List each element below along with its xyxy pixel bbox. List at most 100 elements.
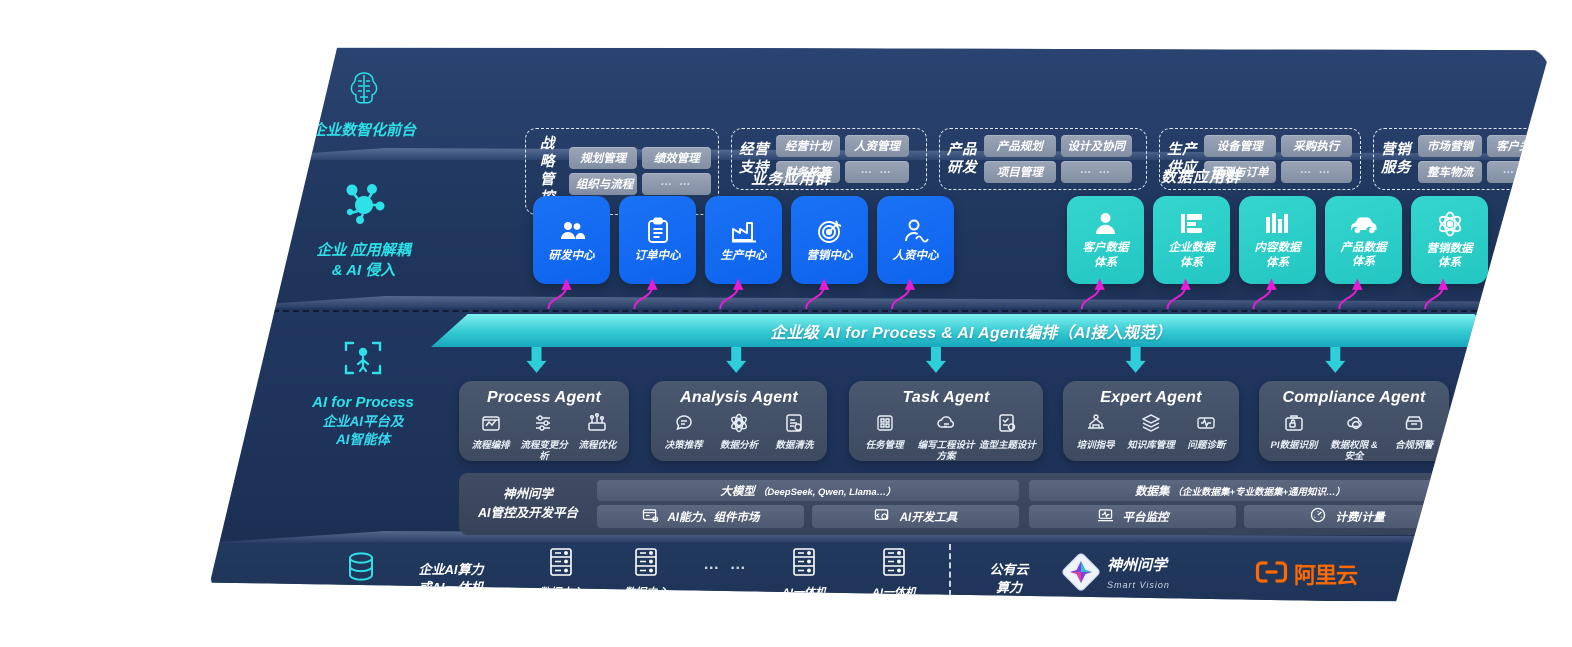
agent-card-expert[interactable]: Expert Agent 培训指导 知识库管理 (1063, 381, 1239, 461)
group-marketing-service[interactable]: 营销 服务 市场营销 客户关系 整车物流 … … (1373, 128, 1549, 190)
group-cell[interactable]: 设计及协同 (1060, 135, 1132, 157)
group-cell-more[interactable]: … … (845, 161, 909, 183)
data-card-product[interactable]: 产品数据 体系 (1325, 196, 1402, 284)
agent-card-analysis[interactable]: Analysis Agent 决策推荐 数据分析 (651, 381, 827, 461)
data-card-customer[interactable]: 客户数据 体系 (1067, 196, 1144, 284)
diagnose-icon (1195, 417, 1217, 438)
aliyun-logo (1255, 559, 1289, 590)
vendor-name-cn: 神州问学 (1107, 556, 1168, 574)
platform-item-monitor[interactable]: 平台监控 (1029, 505, 1236, 528)
rail-label-decoupling-2: & AI 侵入 (331, 262, 396, 280)
data-card-label: 客户数据 体系 (1082, 242, 1129, 269)
infra-node-label: 数据中心 (624, 587, 668, 599)
agent-feature[interactable]: 合规预警 (1384, 412, 1444, 463)
agent-feature[interactable]: 数据权限 & 安全 (1324, 412, 1384, 463)
platform-name: 神州问学 AI管控及开发平台 (477, 487, 578, 520)
data-card-enterprise[interactable]: 企业数据 体系 (1153, 196, 1230, 284)
vendor-name-cn: 阿里云 (1293, 563, 1358, 588)
group-cell[interactable]: 预测与订单 (1204, 161, 1276, 183)
server-icon (791, 548, 817, 582)
devtool-icon (874, 508, 891, 526)
agent-feature[interactable]: 数据清洗 (767, 412, 822, 452)
group-cell[interactable]: 客户关系 (1487, 135, 1549, 157)
caption-business-apps: 业务应用群 (751, 171, 832, 188)
infra-node-aio-1[interactable]: AI一体机 (769, 546, 839, 600)
app-card-rd-center[interactable]: 研发中心 (533, 196, 610, 284)
platform-item-market[interactable]: AI能力、组件市场 (597, 505, 804, 528)
data-card-marketing[interactable]: 营销数据 体系 (1411, 196, 1488, 284)
data-card-content[interactable]: 内容数据 体系 (1239, 196, 1316, 284)
group-cell-more[interactable]: … … (1487, 161, 1549, 183)
ai-orchestration-banner[interactable]: 企业级 AI for Process & AI Agent编排（AI接入规范） (431, 314, 1511, 347)
agent-feature[interactable]: 流程编排 (464, 412, 517, 463)
platform-col-models: 大模型 （DeepSeek, Qwen, Llama…） AI能力、组件市场 (597, 480, 1019, 528)
platform-item-label: 平台监控 (1122, 511, 1169, 524)
agent-feature[interactable]: PI数据识别 (1264, 412, 1324, 463)
group-cell-more[interactable]: … … (1060, 161, 1132, 183)
app-card-label: 订单中心 (634, 249, 681, 262)
group-cell[interactable]: 项目管理 (984, 161, 1056, 183)
agent-feature[interactable]: 问题诊断 (1179, 412, 1234, 452)
agent-card-process[interactable]: Process Agent 流程编排 流程变更分析 (459, 381, 629, 463)
infra-node-datacenter-2[interactable]: 数据中心 (611, 546, 681, 600)
flow-chart-icon (480, 416, 502, 438)
group-cell[interactable]: 设备管理 (1204, 135, 1276, 157)
group-operations[interactable]: 经营 支持 经营计划 人资管理 财务核算 … … (731, 128, 927, 190)
group-cell-more[interactable]: … … (642, 173, 711, 196)
app-card-hr-center[interactable]: 人资中心 (877, 196, 954, 284)
gauge-icon (1310, 507, 1326, 526)
platform-item-billing[interactable]: 计费/计量 (1244, 505, 1451, 528)
platform-item-devtool[interactable]: AI开发工具 (812, 505, 1019, 528)
group-cell[interactable]: 产品规划 (984, 135, 1056, 157)
group-production-supply[interactable]: 生产 供应 设备管理 采购执行 预测与订单 … … (1159, 128, 1361, 190)
group-cell[interactable]: 绩效管理 (642, 147, 711, 170)
agent-feature[interactable]: 决策推荐 (656, 412, 711, 452)
agent-feature[interactable]: 数据分析 (711, 412, 766, 452)
app-card-marketing-center[interactable]: 营销中心 (791, 196, 868, 284)
user-icon (1092, 210, 1119, 237)
group-cell[interactable]: 财务核算 (776, 161, 840, 183)
agent-feature[interactable]: 任务管理 (854, 412, 915, 463)
group-product-rd[interactable]: 产品 研发 产品规划 设计及协同 项目管理 … … (939, 128, 1147, 190)
vendor-smartvision[interactable]: 神州问学 Smart Vision (1061, 552, 1211, 597)
clipboard-icon (645, 217, 671, 245)
agent-feature[interactable]: 流程变更分析 (517, 412, 570, 463)
group-cell[interactable]: 整车物流 (1418, 161, 1482, 183)
bars-icon (1264, 210, 1291, 237)
agent-card-compliance[interactable]: Compliance Agent PI数据识别 数据权限 & 安全 (1259, 381, 1449, 463)
agent-feature-label: 决策推荐 (664, 440, 703, 451)
infra-node-aio-2[interactable]: AI一体机 (859, 546, 929, 600)
rail-label-aiprocess-1: AI for Process (312, 394, 414, 411)
training-icon (1085, 414, 1107, 438)
vendor-aliyun[interactable]: 阿里云 (1221, 558, 1391, 590)
app-card-label: 营销中心 (806, 249, 853, 262)
group-cell[interactable]: 经营计划 (776, 135, 840, 157)
platform-header-datasets[interactable]: 数据集 （企业数据集+专业数据集+通用知识…） (1029, 480, 1451, 501)
group-cell[interactable]: 采购执行 (1280, 135, 1352, 157)
agent-feature[interactable]: 培训指导 (1068, 412, 1123, 452)
atom-icon (1436, 210, 1464, 238)
group-cell[interactable]: 规划管理 (568, 147, 638, 170)
agent-card-task[interactable]: Task Agent 任务管理 编写工程设计方案 (849, 381, 1043, 463)
group-cell[interactable]: 市场营销 (1418, 135, 1482, 157)
tier-divider-dashed (233, 310, 1527, 312)
car-icon (1349, 211, 1379, 237)
group-name: 经营 支持 (739, 141, 769, 176)
infra-node-datacenter-1[interactable]: 数据中心 (526, 546, 596, 600)
app-card-label: 生产中心 (720, 249, 767, 262)
platform-item-label: 计费/计量 (1335, 511, 1385, 524)
platform-item-label: AI开发工具 (899, 511, 958, 524)
agent-feature[interactable]: 造型主题设计 (977, 412, 1038, 463)
group-cell[interactable]: 组织与流程 (568, 173, 638, 196)
app-card-production-center[interactable]: 生产中心 (705, 196, 782, 284)
agent-feature[interactable]: 编写工程设计方案 (915, 412, 976, 463)
vendor-huawei[interactable]: HUAWEI (1386, 548, 1496, 597)
group-cell-more[interactable]: … … (1280, 161, 1352, 183)
huawei-logo (1418, 550, 1464, 586)
database-icon (266, 548, 456, 591)
group-cell[interactable]: 人资管理 (845, 135, 909, 157)
platform-header-models[interactable]: 大模型 （DeepSeek, Qwen, Llama…） (597, 480, 1019, 501)
agent-feature[interactable]: 知识库管理 (1123, 412, 1178, 452)
app-card-order-center[interactable]: 订单中心 (619, 196, 696, 284)
agent-feature[interactable]: 流程优化 (571, 412, 624, 463)
